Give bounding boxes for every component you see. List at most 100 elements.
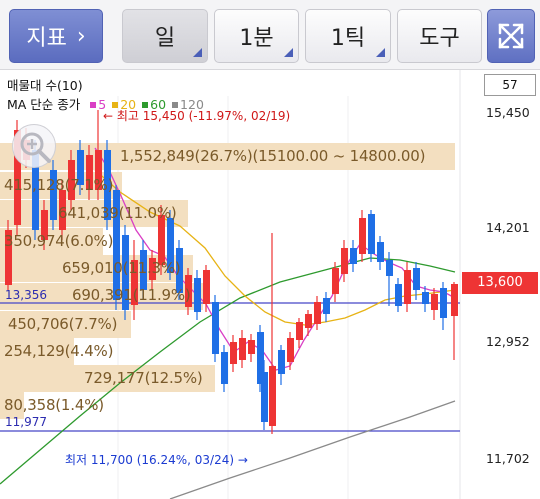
- reference-line-upper-label: 13,356: [5, 288, 47, 302]
- candle-body: [278, 350, 285, 374]
- ma-legend-title: MA 단순 종가: [7, 97, 81, 112]
- dropdown-corner-icon: [376, 48, 385, 57]
- price-tick: 15,450: [486, 105, 530, 120]
- period-tick-button[interactable]: 1틱: [305, 9, 391, 63]
- ma-60-line: [0, 257, 456, 485]
- candle-body: [368, 214, 375, 254]
- candle-body: [32, 150, 39, 230]
- candle-body: [68, 160, 75, 200]
- candle-body: [451, 284, 458, 316]
- ma-legend-swatch: [90, 102, 97, 108]
- chart-toolbar: 지표 › 일 1분 1틱 도구: [0, 0, 540, 70]
- candle-body: [269, 366, 276, 426]
- candle-body: [104, 150, 111, 220]
- indicator-button[interactable]: 지표 ›: [9, 9, 103, 63]
- ma-legend-swatch: [142, 102, 149, 108]
- candle-body: [230, 342, 237, 364]
- ma-legend[interactable]: MA 단순 종가 5 20 60 120: [7, 94, 204, 113]
- candle-body: [158, 215, 165, 265]
- candle-body: [50, 170, 57, 220]
- candle-body: [413, 268, 420, 290]
- volume-profile-bar: [0, 200, 188, 227]
- period-minute-label: 1분: [239, 26, 274, 51]
- ma-legend-label: 120: [180, 97, 204, 112]
- volume-profile-label: 350,974(6.0%): [4, 232, 114, 250]
- high-price-annotation: ← 최고 15,450 (-11.97%, 02/19): [103, 109, 291, 123]
- candle-body: [323, 298, 330, 314]
- volume-profile-bar: [0, 283, 203, 310]
- volume-profile-label: 1,552,849(26.7%)(15100.00 ~ 14800.00): [120, 147, 426, 165]
- indicator-button-label: 지표: [26, 26, 67, 51]
- candle-body: [221, 352, 228, 384]
- tools-button[interactable]: 도구: [397, 9, 482, 63]
- dropdown-corner-icon: [284, 48, 293, 57]
- candle-body: [386, 260, 393, 276]
- ma-legend-label: 60: [150, 97, 167, 112]
- candle-body: [350, 248, 357, 264]
- volume-profile-bar: [0, 365, 215, 392]
- candle-body: [14, 130, 21, 225]
- candle-body: [212, 302, 219, 354]
- candle-body: [95, 150, 102, 190]
- expand-icon: [498, 23, 524, 49]
- candle-body: [113, 190, 120, 300]
- period-day-label: 일: [154, 26, 176, 51]
- candle-body: [332, 268, 339, 294]
- candle-body: [377, 242, 384, 262]
- candle-body: [185, 275, 192, 307]
- candle-body: [404, 270, 411, 304]
- chevron-right-icon: ›: [76, 23, 86, 49]
- ma-legend-label: 20: [120, 97, 137, 112]
- volume-profile-bar: [0, 311, 131, 338]
- count-box: 57: [484, 74, 536, 96]
- current-price-badge: 13,600: [462, 272, 538, 294]
- candle-body: [122, 235, 129, 310]
- period-day-button[interactable]: 일: [122, 9, 208, 63]
- ma-legend-swatch: [172, 102, 179, 108]
- volume-profile-label: 415,128(7.1%): [4, 176, 114, 194]
- candle-body: [77, 150, 84, 185]
- dropdown-corner-icon: [193, 48, 202, 57]
- volume-profile-label: 729,177(12.5%): [84, 369, 203, 387]
- candle-body: [395, 284, 402, 306]
- candle-body: [287, 338, 294, 362]
- price-tick: 14,201: [486, 220, 530, 235]
- candle-body: [5, 230, 12, 285]
- candle-body: [314, 302, 321, 324]
- volume-profile-bar: [0, 392, 24, 419]
- candle-body: [359, 218, 366, 254]
- candle-body: [431, 294, 438, 310]
- reference-line-lower-label: 11,977: [5, 415, 47, 429]
- price-tick: 12,952: [486, 334, 530, 349]
- candle-body: [203, 270, 210, 304]
- low-price-annotation: 최저 11,700 (16.24%, 03/24) →: [65, 453, 248, 467]
- candle-body: [261, 372, 268, 422]
- volume-profile-bar: [0, 143, 455, 170]
- volume-profile-label: 450,706(7.7%): [8, 315, 118, 333]
- expand-button[interactable]: [487, 9, 535, 63]
- ma-120-line: [169, 400, 456, 499]
- volume-profile-legend: 매물대 수(10): [7, 78, 83, 93]
- period-minute-button[interactable]: 1분: [214, 9, 299, 63]
- candle-body: [257, 332, 264, 384]
- candlestick-chart[interactable]: [0, 70, 540, 499]
- candle-body: [140, 250, 147, 290]
- candle-body: [176, 248, 183, 293]
- candle-body: [305, 314, 312, 328]
- candle-body: [167, 218, 174, 273]
- candle-body: [41, 210, 48, 240]
- period-tick-label: 1틱: [330, 26, 366, 51]
- candle-body: [239, 338, 246, 360]
- ma-legend-swatch: [112, 102, 119, 108]
- candle-body: [149, 258, 156, 280]
- candle-body: [248, 340, 255, 354]
- candle-body: [296, 322, 303, 340]
- volume-profile-label: 254,129(4.4%): [4, 342, 114, 360]
- candle-body: [59, 190, 66, 230]
- candle-body: [131, 260, 138, 305]
- candle-body: [86, 155, 93, 190]
- volume-profile-label: 80,358(1.4%): [4, 396, 104, 414]
- zoom-button[interactable]: [12, 124, 56, 168]
- tools-button-label: 도구: [419, 26, 460, 51]
- volume-profile-label: 690,391(11.9%): [72, 286, 191, 304]
